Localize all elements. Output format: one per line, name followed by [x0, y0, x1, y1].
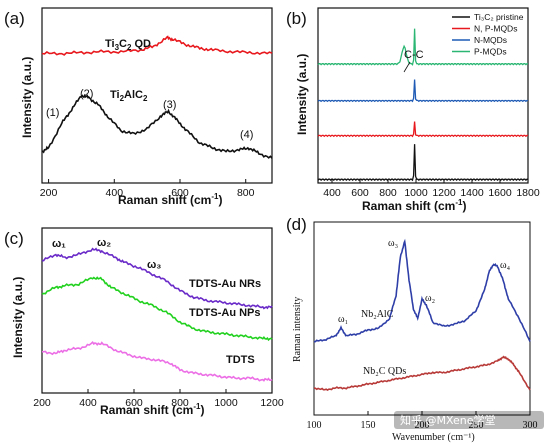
b-legend-entry: Ti₃C₂ pristine [474, 12, 524, 22]
b-series-0 [317, 144, 528, 182]
panel-d-label: (d) [286, 215, 307, 234]
panel-c-omega-3: ω₃ [147, 259, 161, 271]
panel-c-label: (c) [4, 229, 24, 248]
panel-a-plot: 200 400 600 800 [40, 35, 273, 199]
panel-d: (d) 100 150 200 250 300 ω₁ ω₃ ω₂ ω₄ Nb₂AlC N… [286, 215, 538, 443]
d-xtick-label: 150 [361, 420, 376, 431]
a-xtick-label: 400 [106, 187, 124, 199]
b-xtick-label: 1800 [516, 187, 540, 199]
panel-c-series-nrs: TDTS-Au NRs [189, 278, 261, 290]
panel-a: (a) 200 400 600 800 Ti3C2 QD Ti2AlC2 (1) (2… [4, 7, 273, 207]
panel-c-series-tdts: TDTS [226, 354, 255, 366]
c-xtick-label: 1000 [214, 397, 238, 409]
b-xtick-label: 1400 [460, 187, 484, 199]
b-xtick-label: 800 [379, 187, 397, 199]
c-series-2 [41, 340, 273, 382]
panel-c: (c) 200 400 600 800 1000 1200 ω₁ ω₂ ω₃ TDTS-A… [4, 227, 284, 417]
panel-d-omega-2: ω₂ [425, 293, 435, 304]
b-legend-entry: N, P-MQDs [474, 24, 517, 34]
panel-c-plot: 200 400 600 800 1000 1200 [33, 247, 284, 409]
c-xtick-label: 1200 [260, 397, 284, 409]
d-xtick-label: 100 [307, 420, 322, 431]
b-xtick-label: 1200 [432, 187, 456, 199]
panel-b: (b) 400 600 800 1000 1200 1400 1600 1800 Ti₃C₂ … [286, 7, 540, 213]
panel-d-ylabel: Raman intensity [292, 297, 303, 362]
a-series-1 [41, 93, 273, 159]
panel-b-frame [317, 7, 529, 184]
panel-c-xlabel: Raman shift (cm-1) [100, 402, 204, 417]
d-series-1 [313, 355, 531, 392]
b-legend-entry: P-MQDs [474, 47, 507, 57]
b-xtick-label: 1600 [488, 187, 512, 199]
panel-d-plot: 100 150 200 250 300 [307, 238, 538, 431]
panel-b-cc-label: C-C [404, 49, 424, 61]
panel-d-series-nb2c: Nb₂C QDs [363, 366, 406, 377]
b-xtick-label: 1000 [404, 187, 428, 199]
panel-d-omega-4: ω₄ [500, 260, 511, 271]
panel-d-omega-1: ω₁ [338, 314, 348, 325]
watermark-bg [394, 411, 544, 429]
panel-b-xlabel: Raman shift (cm-1) [362, 198, 466, 213]
panel-c-omega-2: ω₂ [97, 237, 111, 249]
a-xtick-label: 200 [40, 187, 58, 199]
c-xtick-label: 600 [125, 397, 143, 409]
panel-a-peak-1: (1) [46, 107, 59, 119]
panel-a-qd-label: Ti3C2 QD [105, 38, 151, 52]
b-legend-entry: N-MQDs [474, 35, 507, 45]
panel-a-frame [41, 7, 273, 184]
d-series-0 [313, 238, 531, 343]
watermark: 知乎 @MXene学堂 [394, 411, 544, 429]
panel-c-series-nps: TDTS-Au NPs [189, 307, 261, 319]
panel-a-xlabel: Raman shift (cm-1) [118, 192, 222, 207]
b-series-3 [317, 28, 528, 66]
c-series-1 [41, 276, 273, 342]
b-series-2 [317, 79, 528, 103]
b-xtick-label: 600 [351, 187, 369, 199]
panel-d-series-nb2alc: Nb₂AlC [361, 309, 394, 320]
b-series-1 [317, 121, 528, 138]
panel-a-label: (a) [4, 9, 25, 28]
panel-a-ylabel: Intensity (a.u.) [20, 57, 34, 138]
a-series-0 [41, 35, 273, 56]
panel-a-peak-2: (2) [80, 88, 93, 100]
c-series-0 [41, 247, 273, 310]
panel-b-ylabel: Intensity (a.u.) [295, 54, 309, 135]
d-xtick-label: 200 [415, 420, 430, 431]
panel-b-cc-arrow [403, 61, 411, 73]
c-xtick-label: 800 [171, 397, 189, 409]
b-xtick-label: 400 [323, 187, 341, 199]
c-xtick-label: 200 [33, 397, 51, 409]
watermark-text: 知乎 @MXene学堂 [400, 413, 496, 427]
d-xtick-label: 300 [523, 420, 538, 431]
panel-a-alc-label: Ti2AlC2 [110, 89, 148, 103]
panel-b-plot: 400 600 800 1000 1200 1400 1600 1800 [317, 28, 540, 199]
d-xtick-label: 250 [469, 420, 484, 431]
a-xtick-label: 600 [171, 187, 189, 199]
a-xtick-label: 800 [237, 187, 255, 199]
panel-c-omega-1: ω₁ [52, 238, 66, 250]
panel-d-xlabel: Wavenumber (cm⁻¹) [392, 432, 475, 443]
panel-a-peak-3: (3) [163, 99, 176, 111]
panel-c-ylabel: Intensity (a.u.) [11, 277, 25, 358]
panel-d-omega-3: ω₃ [388, 238, 398, 249]
panel-a-peak-4: (4) [240, 129, 253, 141]
c-xtick-label: 400 [79, 397, 97, 409]
panel-b-label: (b) [286, 9, 307, 28]
panel-c-frame [41, 227, 273, 394]
